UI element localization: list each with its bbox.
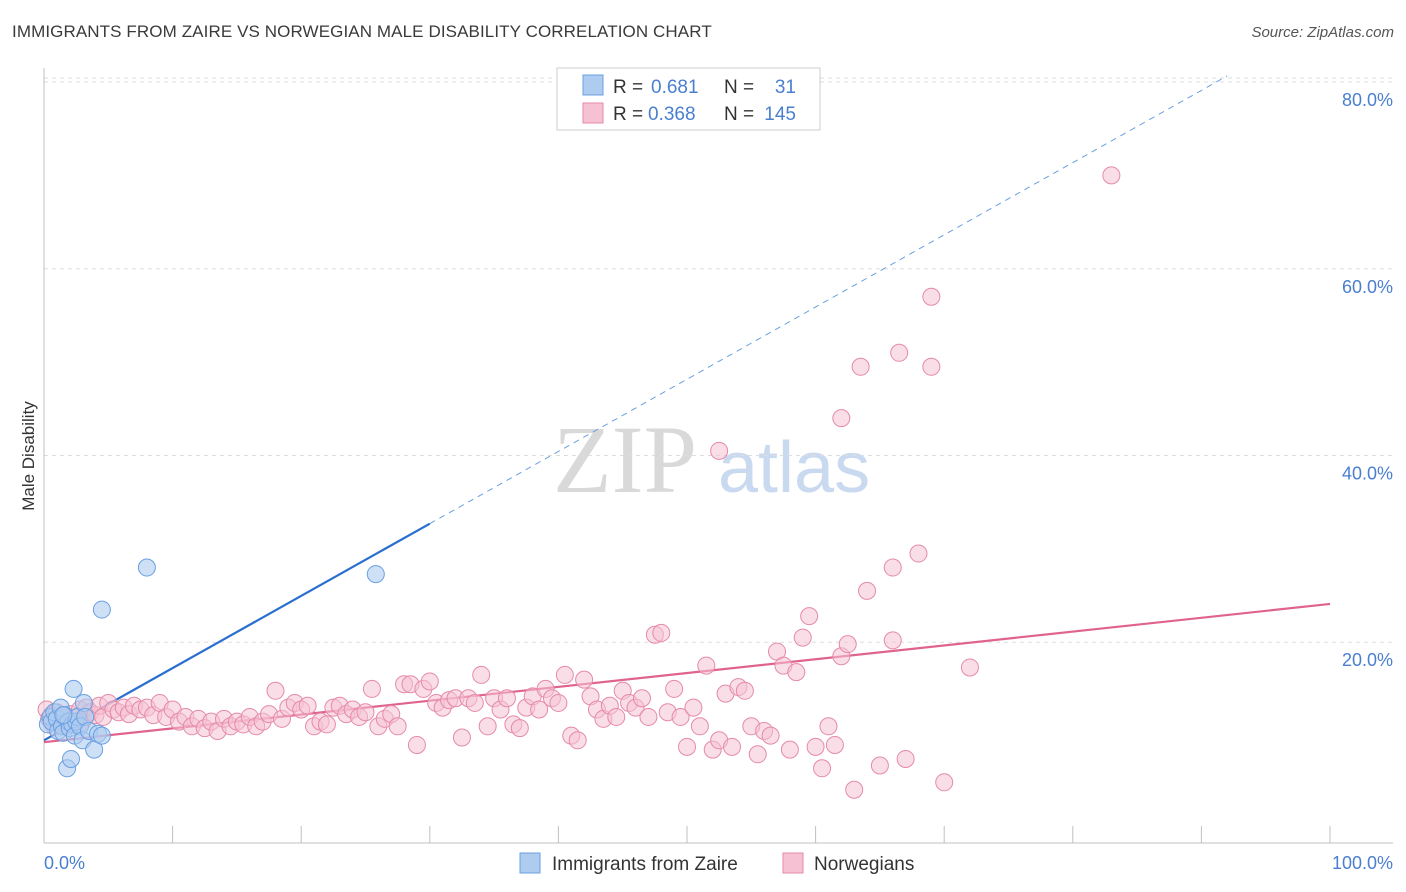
points-layer [37,166,1121,799]
point-norwegians [922,287,941,306]
point-norwegians [819,717,838,736]
point-norwegians [883,631,902,650]
point-norwegians [420,672,439,691]
point-norwegians [960,658,979,677]
y-tick-label: 80.0% [1342,90,1393,110]
legend-r-value-blue: 0.681 [651,77,699,98]
point-norwegians [530,700,549,719]
legend-swatch-pink [582,102,604,124]
point-norwegians [813,759,832,778]
bottom-legend-swatch-pink [782,852,804,874]
point-norwegians [909,544,928,563]
point-norwegians [748,745,767,764]
point-norwegians [465,693,484,712]
point-norwegians [452,728,471,747]
point-norwegians [568,731,587,750]
point-norwegians [652,623,671,642]
bottom-legend-label-pink: Norwegians [814,854,914,875]
legend-r-value-pink: 0.368 [648,104,696,125]
point-norwegians [407,735,426,754]
point-norwegians [690,717,709,736]
point-norwegians [806,737,825,756]
bottom-legend-swatch-blue [519,852,541,874]
point-norwegians [356,703,375,722]
point-norwegians [317,715,336,734]
point-norwegians [671,707,690,726]
legend: R = 0.681 N = 31 R = 0.368 N = 145 [556,67,821,131]
legend-swatch-blue [582,74,604,96]
trend-line-zaire-extension [429,75,1228,525]
point-norwegians [870,756,889,775]
point-norwegians [832,409,851,428]
legend-r-label-pink: R = [613,104,643,125]
bottom-legend-label-blue: Immigrants from Zaire [552,854,738,875]
point-zaire [54,706,73,725]
y-tick-label: 40.0% [1342,464,1393,484]
point-norwegians [298,696,317,715]
bottom-legend: Immigrants from Zaire Norwegians [519,852,914,875]
point-zaire [62,749,81,768]
chart-source: Source: ZipAtlas.com [1251,24,1394,41]
legend-n-value-pink: 145 [764,104,796,125]
point-norwegians [266,681,285,700]
point-norwegians [935,773,954,792]
x-tick-label-0: 0.0% [44,853,85,873]
chart-title: IMMIGRANTS FROM ZAIRE VS NORWEGIAN MALE … [12,22,712,41]
x-tick-label-100: 100.0% [1332,853,1393,873]
y-axis-title: Male Disability [19,401,38,511]
point-norwegians [510,719,529,738]
point-norwegians [761,726,780,745]
point-norwegians [723,737,742,756]
y-axis-tick-labels: 20.0% 40.0% 60.0% 80.0% [1342,90,1393,670]
point-norwegians [684,698,703,717]
point-norwegians [825,735,844,754]
legend-n-label-blue: N = [724,77,754,98]
legend-n-label-pink: N = [724,104,754,125]
point-norwegians [497,689,516,708]
point-norwegians [858,581,877,600]
point-norwegians [632,689,651,708]
point-norwegians [607,707,626,726]
point-zaire [64,679,83,698]
point-norwegians [890,343,909,362]
watermark-zip: ZIP [553,406,697,513]
x-axis-ticks [172,826,1331,843]
point-norwegians [851,357,870,376]
point-norwegians [845,780,864,799]
point-norwegians [665,679,684,698]
grid-layer [44,77,1393,643]
point-norwegians [639,707,658,726]
point-norwegians [922,357,941,376]
point-norwegians [555,665,574,684]
y-tick-label: 20.0% [1342,650,1393,670]
point-norwegians [478,717,497,736]
point-zaire [137,558,156,577]
point-norwegians [697,656,716,675]
legend-r-label-blue: R = [613,77,643,98]
point-norwegians [883,558,902,577]
point-norwegians [896,749,915,768]
point-norwegians [1102,166,1121,185]
point-norwegians [388,717,407,736]
point-norwegians [787,663,806,682]
legend-n-value-blue: 31 [775,77,796,98]
point-norwegians [575,670,594,689]
point-norwegians [780,740,799,759]
point-norwegians [362,679,381,698]
point-norwegians [549,693,568,712]
point-norwegians [472,665,491,684]
point-norwegians [793,628,812,647]
point-norwegians [678,737,696,756]
point-norwegians [800,607,819,626]
point-norwegians [710,441,729,460]
point-zaire [92,600,111,619]
point-norwegians [838,635,857,654]
point-zaire [92,726,111,745]
point-zaire [366,565,385,584]
y-tick-label: 60.0% [1342,277,1393,297]
watermark-atlas: atlas [718,428,870,508]
point-norwegians [735,681,754,700]
